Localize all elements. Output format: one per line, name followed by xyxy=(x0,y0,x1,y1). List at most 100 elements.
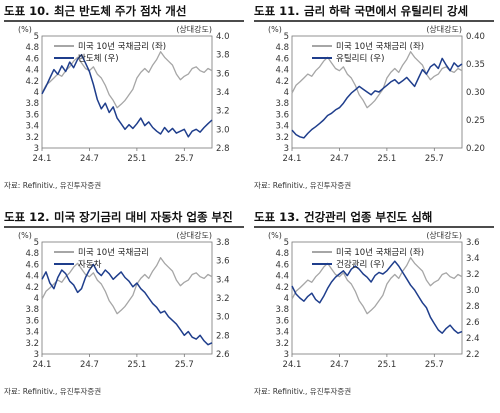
left-tick-label: 3.2 xyxy=(275,133,289,143)
right-tick-label: 2.8 xyxy=(216,144,230,154)
plot-area xyxy=(291,241,463,355)
left-tick-label: 3.6 xyxy=(275,110,289,120)
left-tick-label: 4.2 xyxy=(275,283,289,293)
x-tick-label: 25.1 xyxy=(127,360,146,370)
right-tick-label: 3.0 xyxy=(216,125,230,135)
chart-number: 도표 12. xyxy=(4,210,50,224)
right-tick-label: 3.8 xyxy=(216,238,230,248)
left-tick-label: 3 xyxy=(34,144,39,154)
x-tick-label: 24.1 xyxy=(33,360,52,370)
left-tick-label: 4.2 xyxy=(25,283,39,293)
chart-title: 최근 반도체 주가 점차 개선 xyxy=(54,4,186,18)
series-line-rate xyxy=(41,257,213,315)
right-tick-label: 2.2 xyxy=(466,350,480,360)
right-tick-label: 3.2 xyxy=(216,107,230,117)
right-tick-label: 2.8 xyxy=(216,331,230,341)
right-tick-label: 2.4 xyxy=(466,334,480,344)
right-tick-label: 0.35 xyxy=(466,60,485,70)
left-tick-label: 3.6 xyxy=(25,110,39,120)
left-tick-label: 5 xyxy=(34,32,39,42)
series-line-rate xyxy=(41,51,213,109)
chart-title: 건강관리 업종 부진도 심해 xyxy=(304,210,432,224)
legend-label: 유틸리티 (우) xyxy=(336,54,384,64)
plot-area xyxy=(41,35,213,149)
x-tick-label: 24.7 xyxy=(80,360,99,370)
series-line-sector xyxy=(291,260,463,334)
left-tick-label: 3.4 xyxy=(275,328,289,338)
right-tick-label: 3.4 xyxy=(466,254,480,264)
x-tick-label: 24.1 xyxy=(283,360,302,370)
left-tick-label: 3.8 xyxy=(25,305,39,315)
legend-label: 미국 10년 국채금리 xyxy=(78,247,149,258)
chart-panel: 도표 10. 최근 반도체 주가 점차 개선 (%) (상대강도) 54.84.6 4.4… xyxy=(4,4,244,190)
right-tick-label: 2.8 xyxy=(466,302,480,312)
left-tick-label: 3.4 xyxy=(25,122,39,132)
x-tick-label: 24.1 xyxy=(33,154,52,164)
legend-label: 건강관리 (우) xyxy=(336,259,384,270)
left-tick-label: 3.6 xyxy=(275,316,289,326)
source-note: 자료: Refinitiv., 유진투자증권 xyxy=(4,180,101,190)
x-tick-label: 25.1 xyxy=(127,154,146,164)
x-tick-label: 24.7 xyxy=(330,154,349,164)
left-tick-label: 3 xyxy=(284,144,289,154)
x-tick-label: 25.1 xyxy=(377,154,396,164)
series-line-rate xyxy=(291,51,463,109)
right-tick-label: 3.6 xyxy=(466,238,480,248)
left-tick-label: 3.8 xyxy=(25,99,39,109)
left-tick-label: 3.8 xyxy=(275,305,289,315)
left-tick-label: 3.2 xyxy=(25,339,39,349)
right-tick-label: 3.6 xyxy=(216,69,230,79)
chart-number: 도표 11. xyxy=(254,4,300,18)
right-axis-unit: (상대강도) xyxy=(176,24,212,34)
right-tick-label: 4.0 xyxy=(216,32,230,42)
left-tick-label: 3.4 xyxy=(25,328,39,338)
legend-label: 반도체 (우) xyxy=(78,53,119,64)
chart-title: 금리 하락 국면에서 유틸리티 강세 xyxy=(304,4,468,18)
left-tick-label: 5 xyxy=(34,238,39,248)
chart-title: 미국 장기금리 대비 자동차 업종 부진 xyxy=(54,210,233,224)
x-tick-label: 25.1 xyxy=(377,360,396,370)
right-axis-unit: (상대강도) xyxy=(426,24,462,34)
left-tick-label: 4.8 xyxy=(25,43,39,53)
chart-number: 도표 13. xyxy=(254,210,300,224)
chart-number: 도표 10. xyxy=(4,4,50,18)
right-tick-label: 3.6 xyxy=(216,257,230,267)
source-note: 자료: Refinitiv., 유진투자증권 xyxy=(254,180,351,190)
left-tick-label: 4.2 xyxy=(25,77,39,87)
right-axis-unit: (상대강도) xyxy=(176,230,212,240)
left-tick-label: 4.2 xyxy=(275,77,289,87)
right-axis-unit: (상대강도) xyxy=(426,230,462,240)
right-tick-label: 2.6 xyxy=(216,350,230,360)
right-tick-label: 0.25 xyxy=(466,116,485,126)
series-line-sector xyxy=(41,263,213,346)
chart-panel: 도표 13. 건강관리 업종 부진도 심해(%) (상대강도)54.84.64.44… xyxy=(254,210,494,396)
chart-panel: 도표 12. 미국 장기금리 대비 자동차 업종 부진 (%) (상대강도) 54.8 4… xyxy=(4,210,244,396)
x-tick-label: 25.7 xyxy=(175,154,194,164)
left-tick-label: 3.2 xyxy=(275,339,289,349)
legend-label: 미국 10년 국채금리 (좌) xyxy=(336,41,424,52)
legend-label: 미국 10년 국채금리 (좌) xyxy=(78,41,166,52)
x-tick-label: 25.7 xyxy=(425,360,444,370)
left-tick-label: 4.8 xyxy=(25,249,39,259)
left-axis-unit: (%) xyxy=(18,231,32,240)
right-tick-label: 3.4 xyxy=(216,275,230,285)
x-tick-label: 25.7 xyxy=(175,360,194,370)
right-tick-label: 3.8 xyxy=(216,51,230,61)
left-tick-label: 4.6 xyxy=(275,54,289,64)
left-tick-label: 3.8 xyxy=(275,99,289,109)
left-tick-label: 4 xyxy=(34,294,39,304)
left-tick-label: 3.2 xyxy=(25,133,39,143)
plot-area xyxy=(41,241,213,355)
chart-panel: 도표 11. 금리 하락 국면에서 유틸리티 강세 (%) (상대강도) 54.84.6… xyxy=(254,4,494,190)
left-tick-label: 4 xyxy=(284,294,289,304)
right-tick-label: 3.2 xyxy=(216,294,230,304)
x-tick-label: 25.7 xyxy=(425,154,444,164)
right-tick-label: 3.0 xyxy=(216,313,230,323)
left-tick-label: 4 xyxy=(34,88,39,98)
left-tick-label: 4.4 xyxy=(25,66,39,76)
left-tick-label: 3 xyxy=(284,350,289,360)
left-tick-label: 3.4 xyxy=(275,122,289,132)
left-tick-label: 5 xyxy=(284,238,289,248)
left-tick-label: 4.6 xyxy=(275,260,289,270)
